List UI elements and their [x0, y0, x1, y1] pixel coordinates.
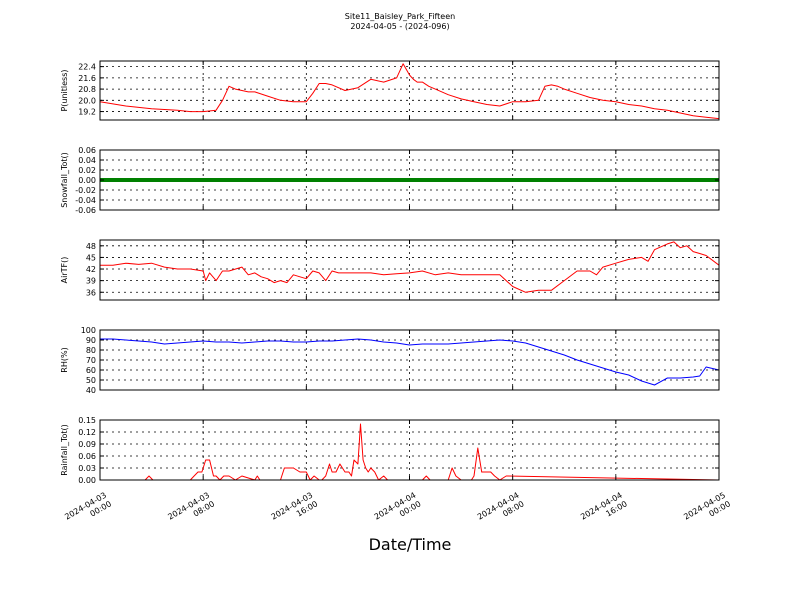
- y-tick-label: 0.12: [78, 428, 96, 437]
- y-tick-label: 0.00: [78, 476, 96, 485]
- x-axis-label: Date/Time: [369, 535, 452, 554]
- panel-5: 0.15 0.12 0.09 0.06 0.03 0.00 Rainfall_Tot(): [60, 416, 720, 485]
- y-tick-label: 80: [86, 346, 96, 355]
- series-line-3-1: [100, 241, 720, 293]
- panel-3: 48 45 42 39 36 AirTF(): [60, 239, 720, 301]
- y-tick-label: -0.04: [75, 196, 96, 205]
- y-tick-label: 36: [86, 288, 96, 297]
- y-axis-label: P(unitless): [60, 69, 69, 111]
- y-tick-label: 0.06: [78, 452, 96, 461]
- y-tick-label: 0.15: [78, 416, 96, 425]
- y-tick-label: 22.4: [78, 63, 96, 72]
- y-tick-label: 0.00: [78, 176, 96, 185]
- y-tick-label: 0.04: [78, 156, 96, 165]
- y-tick-label: 20.0: [78, 96, 96, 105]
- y-tick-label: 60: [86, 366, 96, 375]
- y-tick-label: 0.06: [78, 146, 96, 155]
- panels: 22.421.620.820.019.2P(unitless)0.060.040…: [60, 60, 720, 485]
- y-axis-label: Snowfall_Tot(): [60, 152, 69, 208]
- y-tick-label: 19.2: [78, 108, 96, 117]
- y-tick-label: 90: [86, 336, 96, 345]
- panel-1: 22.4 21.6 20.8 20.0 19.2 P(unitless): [60, 60, 720, 121]
- y-tick-label: 39: [86, 277, 96, 286]
- figure-title-line1: Site11_Baisley_Park_Fifteen: [345, 12, 455, 21]
- panel-2: 0.060.040.020.00-0.02-0.04-0.06 Snowfall_…: [60, 146, 720, 215]
- figure-title-line2: 2024-04-05 - (2024-096): [350, 22, 449, 31]
- y-axis-label: RH(%): [60, 347, 69, 372]
- y-tick-label: 48: [86, 242, 96, 251]
- y-tick-label: 0.02: [78, 166, 96, 175]
- y-tick-label: 21.6: [78, 74, 96, 83]
- y-tick-label: 20.8: [78, 85, 96, 94]
- y-tick-label: -0.02: [75, 186, 96, 195]
- y-tick-label: -0.06: [75, 206, 96, 215]
- y-tick-label: 0.03: [78, 464, 96, 473]
- y-tick-label: 40: [86, 386, 96, 395]
- series-line-1-1: [99, 63, 720, 120]
- y-tick-label: 50: [86, 376, 96, 385]
- y-tick-label: 0.09: [78, 440, 96, 449]
- y-tick-label: 100: [81, 326, 96, 335]
- y-tick-label: 42: [86, 265, 96, 274]
- series-line-4-1: [100, 338, 720, 386]
- y-axis-label: Rainfall_Tot(): [60, 424, 69, 476]
- series-line-5-1: [100, 423, 720, 481]
- y-tick-label: 45: [86, 253, 96, 262]
- y-tick-label: 70: [86, 356, 96, 365]
- y-axis-label: AirTF(): [60, 257, 69, 284]
